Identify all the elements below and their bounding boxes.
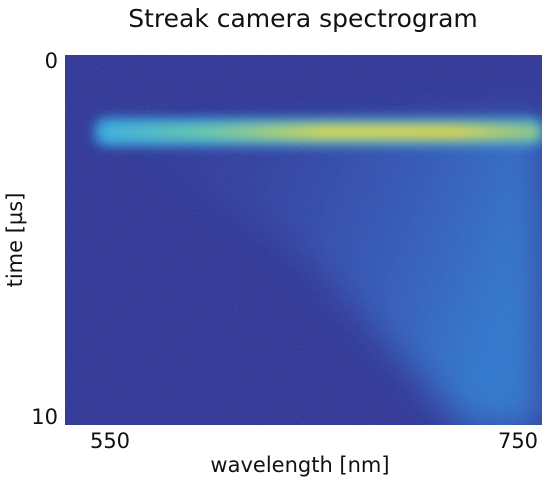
- x-tick-label: 550: [90, 429, 130, 453]
- x-axis-label: wavelength [nm]: [210, 453, 389, 477]
- y-tick-label: 0: [45, 49, 58, 73]
- y-tick-label: 10: [31, 405, 58, 429]
- y-axis-label: time [µs]: [3, 193, 27, 288]
- heatmap-image: [65, 55, 542, 425]
- chart-title: Streak camera spectrogram: [128, 4, 478, 33]
- x-tick-label: 750: [498, 429, 538, 453]
